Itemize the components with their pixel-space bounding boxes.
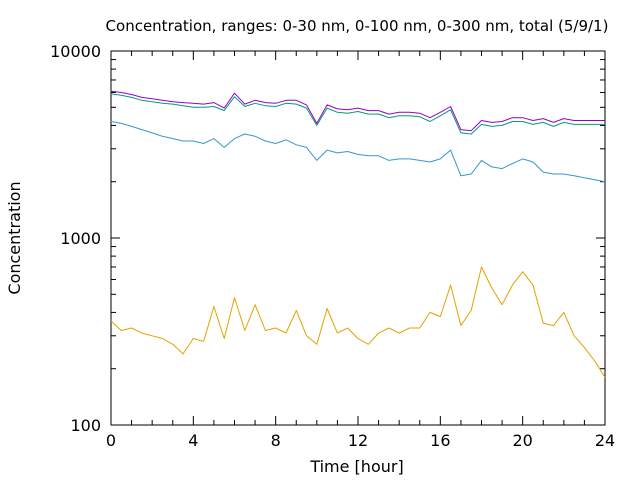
x-axis-label: Time [hour] — [309, 457, 403, 476]
y-tick-label: 1000 — [60, 229, 101, 248]
x-tick-label: 16 — [430, 431, 450, 450]
x-tick-label: 4 — [188, 431, 198, 450]
x-tick-label: 20 — [512, 431, 532, 450]
y-axis-label: Concentration — [5, 181, 24, 294]
x-tick-label: 0 — [106, 431, 116, 450]
y-tick-label: 100 — [70, 416, 101, 435]
chart-title: Concentration, ranges: 0-30 nm, 0-100 nm… — [106, 17, 609, 35]
x-tick-label: 8 — [271, 431, 281, 450]
axis-ticks — [111, 50, 605, 426]
series-line-4 — [110, 90, 605, 132]
plot-frame — [110, 50, 606, 426]
series-layer — [110, 90, 606, 378]
tick-labels: 0 4 8 12 16 20 24 100 1000 10000 — [50, 42, 615, 450]
x-tick-label: 12 — [348, 431, 368, 450]
y-tick-label: 10000 — [50, 42, 101, 61]
series-line-1 — [110, 266, 606, 378]
series-line-3 — [110, 93, 605, 135]
x-tick-label: 24 — [595, 431, 615, 450]
series-line-2 — [110, 121, 606, 183]
